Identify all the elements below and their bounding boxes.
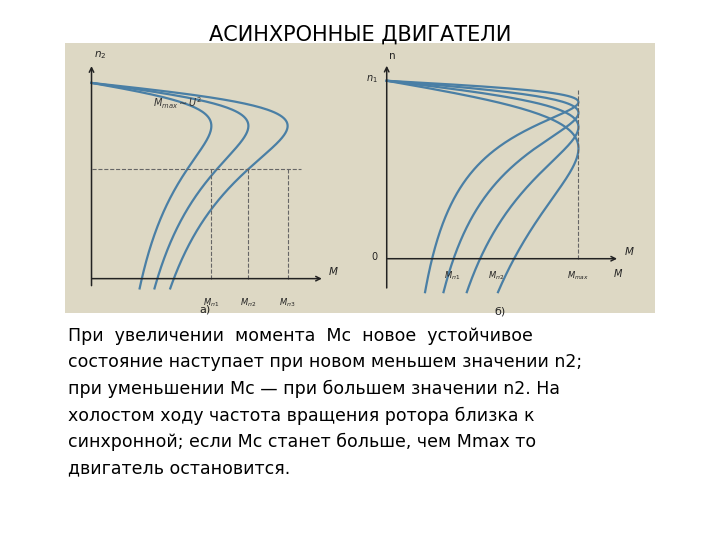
Text: $M_{п1}$: $M_{п1}$ — [444, 269, 460, 282]
Text: n: n — [389, 51, 395, 61]
Text: M: M — [624, 247, 633, 257]
Text: $M_{max} \sim U^2$: $M_{max} \sim U^2$ — [153, 96, 202, 111]
Text: $n_1$: $n_1$ — [366, 73, 378, 85]
Text: $M_{max}$: $M_{max}$ — [567, 269, 590, 282]
Text: M: M — [613, 269, 622, 279]
Text: а): а) — [199, 304, 210, 314]
Text: $M_{п2}$: $M_{п2}$ — [240, 296, 256, 309]
Text: $M_{п3}$: $M_{п3}$ — [279, 296, 296, 309]
Text: M: M — [329, 267, 338, 276]
Text: При  увеличении  момента  Мс  новое  устойчивое
состояние наступает при новом ме: При увеличении момента Мс новое устойчив… — [68, 327, 582, 478]
Text: $n_2$: $n_2$ — [94, 50, 106, 62]
Text: б): б) — [495, 307, 505, 317]
Text: $M_{п1}$: $M_{п1}$ — [203, 296, 220, 309]
Text: 0: 0 — [372, 252, 378, 262]
Text: АСИНХРОННЫЕ ДВИГАТЕЛИ: АСИНХРОННЫЕ ДВИГАТЕЛИ — [209, 24, 511, 44]
Text: $M_{п2}$: $M_{п2}$ — [487, 269, 504, 282]
